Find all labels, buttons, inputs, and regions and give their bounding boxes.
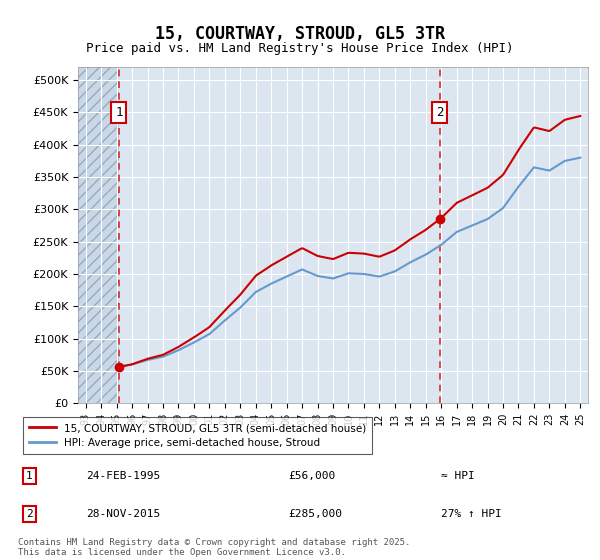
Text: 2: 2 bbox=[436, 106, 443, 119]
Text: Contains HM Land Registry data © Crown copyright and database right 2025.
This d: Contains HM Land Registry data © Crown c… bbox=[18, 538, 410, 557]
Text: 24-FEB-1995: 24-FEB-1995 bbox=[86, 471, 160, 481]
Text: 27% ↑ HPI: 27% ↑ HPI bbox=[441, 509, 502, 519]
Text: ≈ HPI: ≈ HPI bbox=[441, 471, 475, 481]
Text: 15, COURTWAY, STROUD, GL5 3TR: 15, COURTWAY, STROUD, GL5 3TR bbox=[155, 25, 445, 43]
Text: 28-NOV-2015: 28-NOV-2015 bbox=[86, 509, 160, 519]
Text: Price paid vs. HM Land Registry's House Price Index (HPI): Price paid vs. HM Land Registry's House … bbox=[86, 42, 514, 55]
Text: 1: 1 bbox=[115, 106, 123, 119]
Text: 1: 1 bbox=[26, 471, 32, 481]
Text: 2: 2 bbox=[26, 509, 32, 519]
Legend: 15, COURTWAY, STROUD, GL5 3TR (semi-detached house), HPI: Average price, semi-de: 15, COURTWAY, STROUD, GL5 3TR (semi-deta… bbox=[23, 417, 373, 454]
Text: £56,000: £56,000 bbox=[289, 471, 336, 481]
Text: £285,000: £285,000 bbox=[289, 509, 343, 519]
